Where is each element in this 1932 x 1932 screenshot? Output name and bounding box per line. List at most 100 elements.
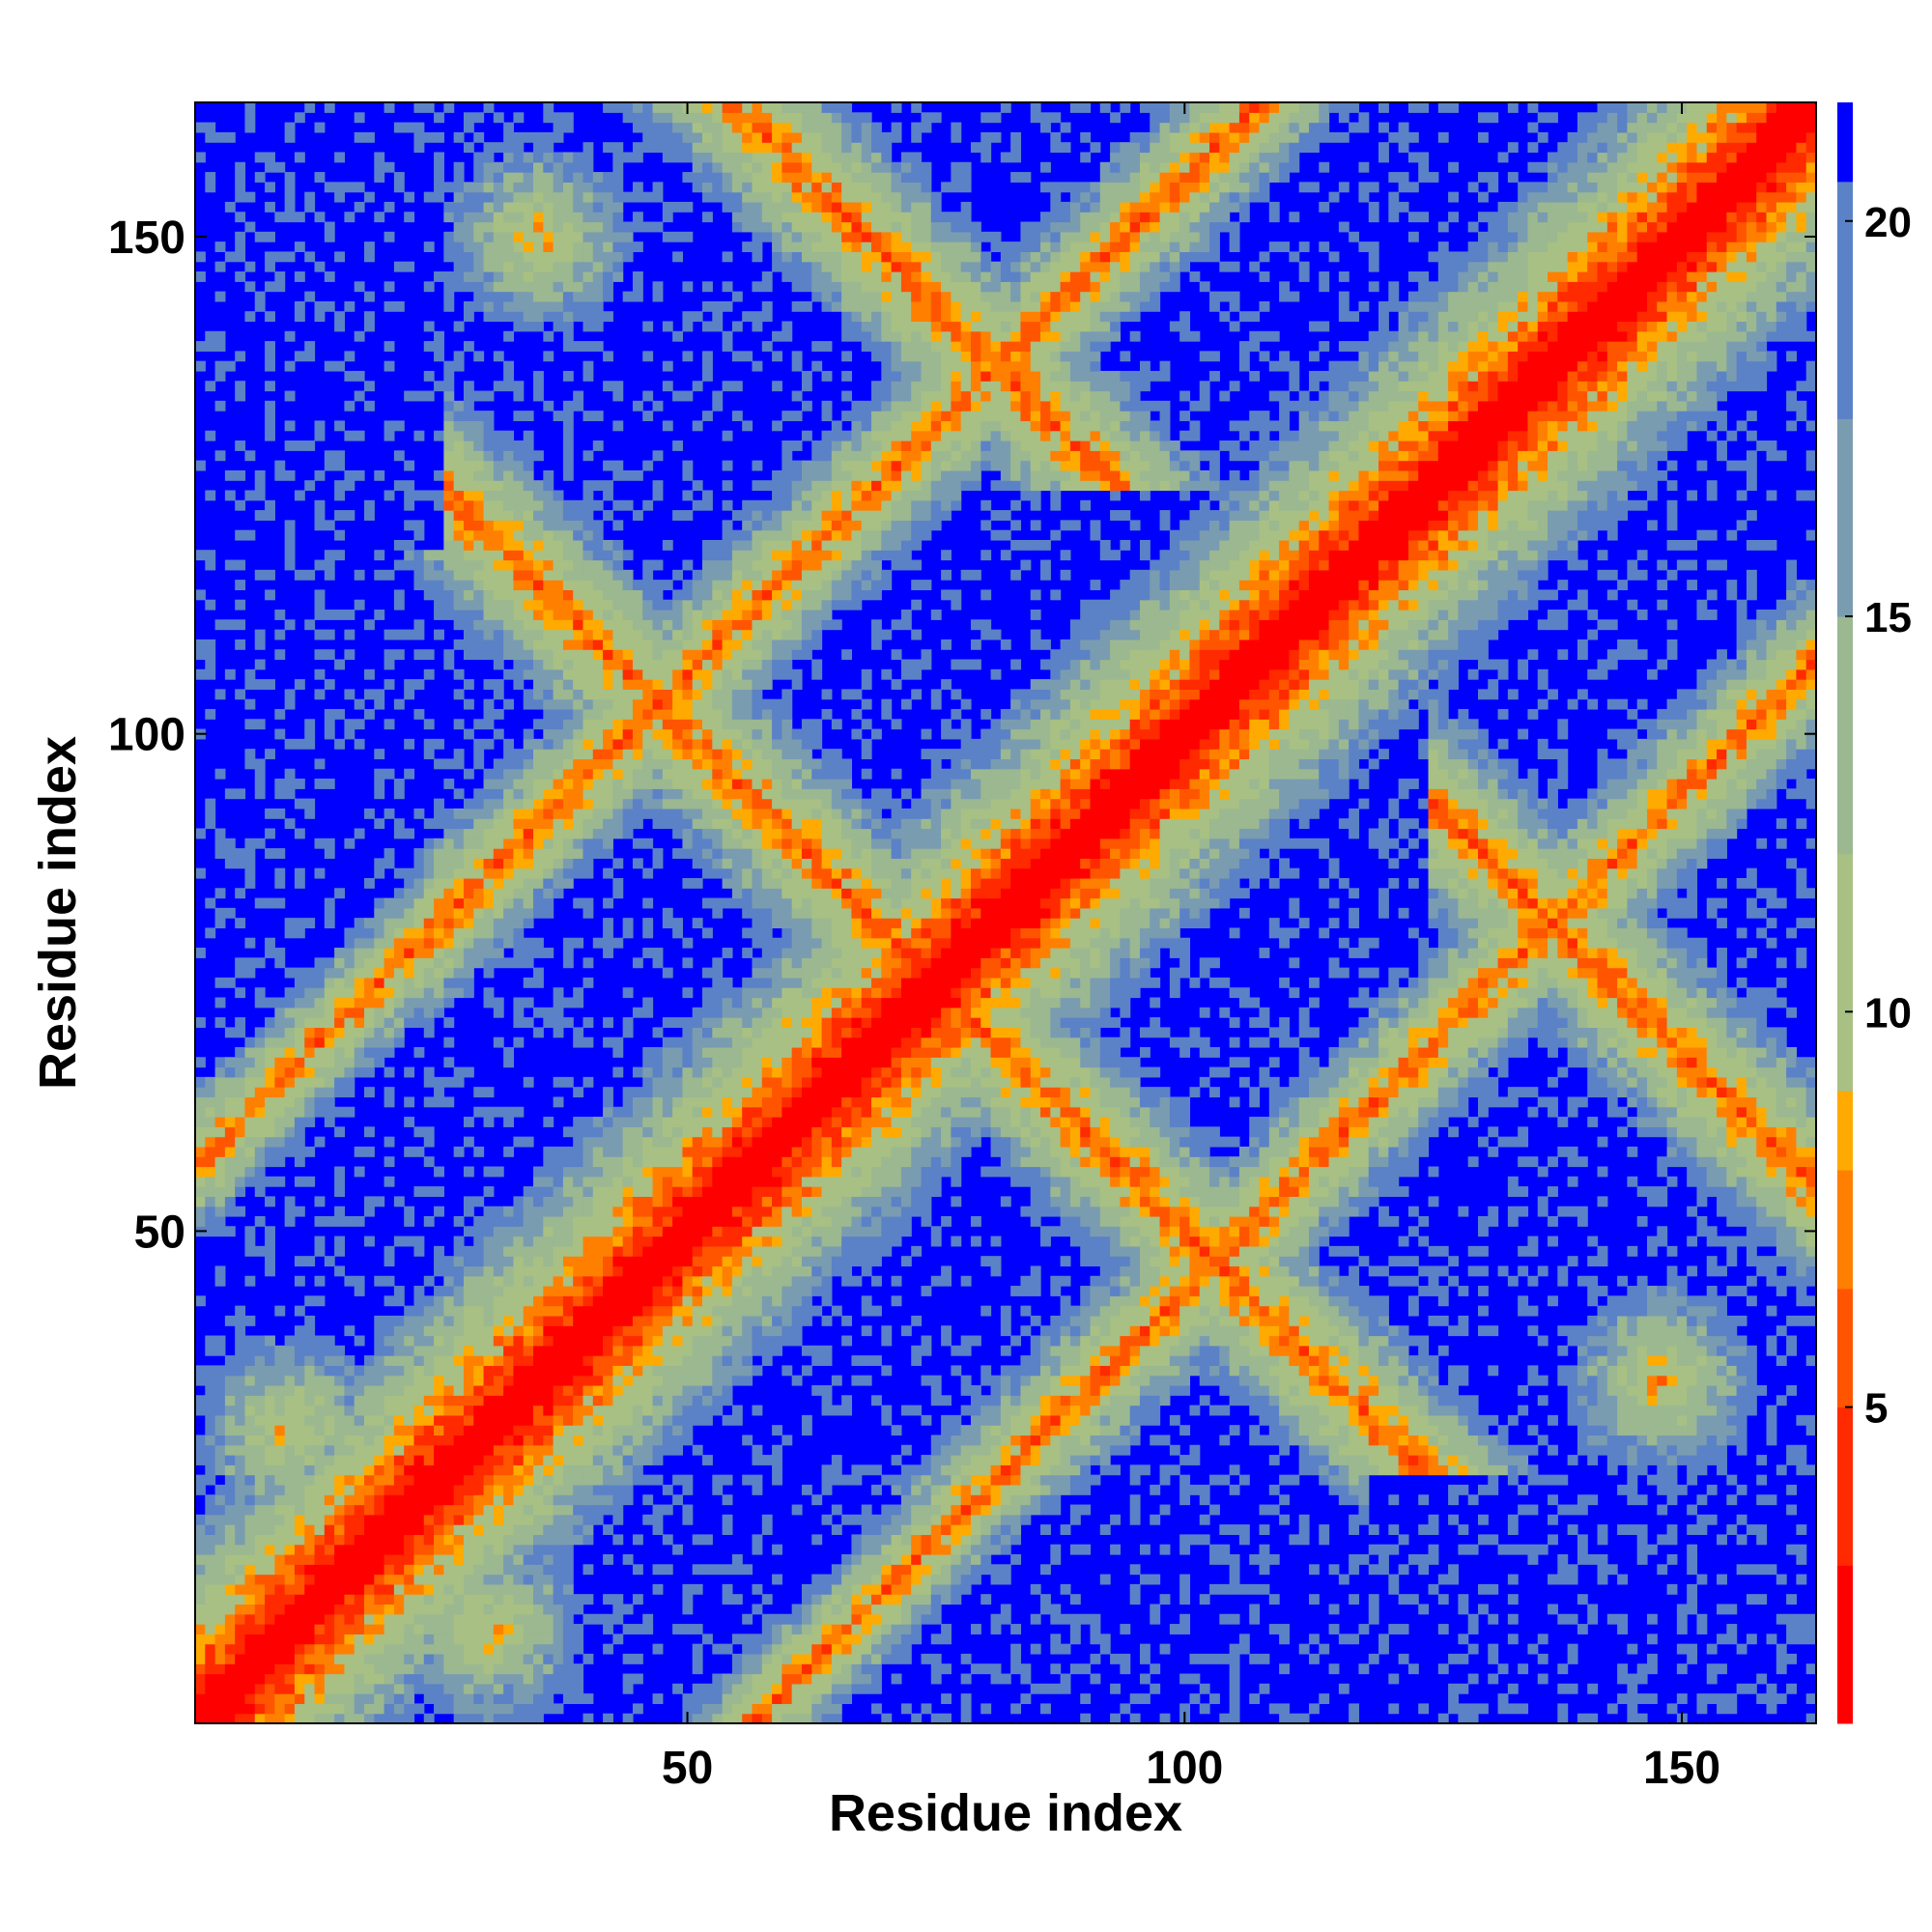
heatmap-cell <box>503 1206 515 1217</box>
heatmap-cell <box>573 191 584 203</box>
heatmap-cell <box>603 1345 613 1356</box>
heatmap-cell <box>364 381 375 392</box>
heatmap-cell <box>354 1365 365 1377</box>
heatmap-cell <box>573 668 584 680</box>
heatmap-cell <box>304 291 316 302</box>
heatmap-cell <box>573 1444 584 1456</box>
heatmap-cell <box>553 321 564 332</box>
heatmap-cell <box>443 1524 455 1535</box>
heatmap-cell <box>503 758 515 770</box>
heatmap-cell <box>513 927 525 939</box>
heatmap-cell <box>483 738 495 750</box>
heatmap-cell <box>354 1604 365 1615</box>
heatmap-cell <box>314 1087 326 1098</box>
heatmap-cell <box>592 1315 604 1326</box>
heatmap-cell <box>553 698 564 710</box>
heatmap-cell <box>533 698 544 710</box>
heatmap-cell <box>324 1106 335 1118</box>
heatmap-cell <box>672 788 684 800</box>
heatmap-cell <box>413 977 425 988</box>
heatmap-cell <box>235 1017 246 1028</box>
heatmap-cell <box>254 1046 266 1058</box>
heatmap-cell <box>622 1126 634 1138</box>
heatmap-cell <box>294 1414 305 1426</box>
heatmap-cell <box>473 1355 485 1366</box>
heatmap-cell <box>284 1594 296 1605</box>
heatmap-cell <box>652 808 664 819</box>
heatmap-cell <box>473 559 485 571</box>
heatmap-cell <box>553 1256 564 1267</box>
heatmap-cell <box>334 738 346 750</box>
heatmap-cell <box>413 1345 425 1356</box>
heatmap-cell <box>523 1076 534 1088</box>
heatmap-cell <box>434 1186 444 1197</box>
heatmap-cell <box>652 1474 664 1486</box>
heatmap-cell <box>672 1126 684 1138</box>
heatmap-cell <box>612 1504 624 1516</box>
heatmap-cell <box>692 182 703 193</box>
heatmap-cell <box>503 629 515 640</box>
heatmap-cell <box>682 490 694 501</box>
heatmap-cell <box>254 659 266 670</box>
heatmap-cell <box>612 550 624 561</box>
heatmap-cell <box>582 251 594 263</box>
heatmap-cell <box>503 281 515 293</box>
heatmap-cell <box>473 1295 485 1307</box>
heatmap-cell <box>692 1663 703 1675</box>
heatmap-cell <box>364 1066 375 1078</box>
heatmap-cell <box>483 599 495 611</box>
heatmap-cell <box>473 1643 485 1655</box>
heatmap-cell <box>214 1574 226 1585</box>
heatmap-cell <box>642 131 654 143</box>
heatmap-cell <box>493 1166 504 1178</box>
heatmap-cell <box>662 1057 673 1068</box>
heatmap-cell <box>582 1613 594 1625</box>
heatmap-cell <box>314 1673 326 1685</box>
heatmap-cell <box>304 1027 316 1038</box>
heatmap-cell <box>434 1315 444 1326</box>
heatmap-cell <box>354 1425 365 1436</box>
heatmap-cell <box>324 1524 335 1535</box>
heatmap-cell <box>533 1583 544 1595</box>
heatmap-cell <box>423 1096 435 1108</box>
heatmap-cell <box>274 1524 286 1535</box>
heatmap-cell <box>463 957 474 969</box>
heatmap-cell <box>473 589 485 601</box>
heatmap-cell <box>553 1514 564 1525</box>
heatmap-cell <box>483 1693 495 1705</box>
heatmap-cell <box>205 341 216 352</box>
heatmap-cell <box>513 490 525 501</box>
heatmap-cell <box>334 1663 346 1675</box>
heatmap-cell <box>423 897 435 909</box>
heatmap-cell <box>553 1286 564 1296</box>
heatmap-cell <box>453 838 465 849</box>
heatmap-cell <box>553 499 564 511</box>
heatmap-cell <box>235 858 246 869</box>
heatmap-cell <box>652 480 664 492</box>
heatmap-cell <box>284 1574 296 1585</box>
heatmap-cell <box>523 1673 534 1685</box>
heatmap-cell <box>533 242 544 253</box>
heatmap-cell <box>632 708 643 720</box>
heatmap-cell <box>284 539 296 551</box>
heatmap-cell <box>632 798 643 810</box>
heatmap-cell <box>374 957 385 969</box>
heatmap-cell <box>304 1604 316 1615</box>
heatmap-cell <box>473 1673 485 1685</box>
heatmap-cell <box>483 1504 495 1516</box>
heatmap-cell <box>562 242 574 253</box>
heatmap-cell <box>622 152 634 163</box>
heatmap-cell <box>453 1484 465 1495</box>
heatmap-cell <box>483 411 495 422</box>
heatmap-cell <box>443 201 455 213</box>
heatmap-cell <box>423 1017 435 1028</box>
heatmap-cell <box>473 191 485 203</box>
heatmap-cell <box>553 221 564 233</box>
heatmap-cell <box>384 1384 395 1396</box>
heatmap-cell <box>374 1574 385 1585</box>
heatmap-cell <box>453 719 465 730</box>
heatmap-cell <box>324 1693 335 1705</box>
heatmap-cell <box>324 1544 335 1555</box>
heatmap-cell <box>603 1136 613 1148</box>
heatmap-cell <box>244 1514 256 1525</box>
